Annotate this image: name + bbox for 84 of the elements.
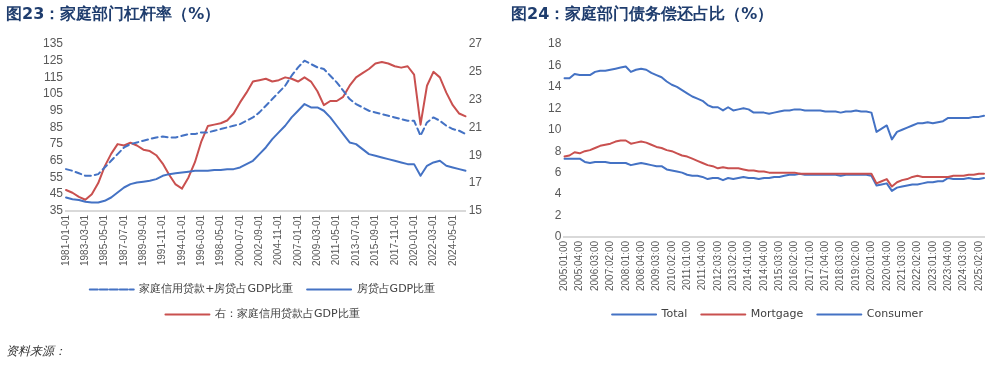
y-tick-label: 14: [547, 79, 562, 94]
x-tick-label: 1994-01-01: [175, 214, 187, 266]
x-tick-label: 2022-03-01: [427, 214, 439, 266]
x-tick-label: 2004-11-01: [272, 214, 284, 266]
y-tick-label: 85: [49, 119, 64, 134]
x-tick-label: 2015-09-01: [369, 214, 381, 266]
x-tick-label: 2008:04:00: [634, 240, 646, 292]
y-tick-label: 10: [547, 122, 562, 137]
chart-title: 图24：家庭部门债务偿还占比（%）: [511, 4, 774, 25]
x-tick-label: 2019:02:00: [849, 240, 861, 292]
x-tick-label: 2017:04:00: [819, 240, 831, 292]
y2-tick-label: 25: [468, 64, 483, 79]
y-tick-label: 75: [49, 136, 64, 151]
chart-title: 图23：家庭部门杠杆率（%）: [6, 4, 221, 25]
x-tick-label: 1996-03-01: [195, 214, 207, 266]
x-tick-label: 2005:01:00: [558, 240, 570, 292]
y-tick-label: 125: [42, 53, 64, 67]
line-series: [65, 59, 467, 177]
y-tick-label: 2: [554, 207, 562, 222]
x-tick-label: 2024-05-01: [446, 214, 458, 266]
x-tick-label: 1987-07-01: [117, 214, 129, 266]
x-tick-label: 2013-07-01: [349, 214, 361, 266]
x-tick-label: 2021:03:00: [895, 240, 907, 292]
y-tick-label: 4: [554, 186, 562, 201]
y-tick-label: 55: [49, 169, 64, 184]
x-tick-label: 2014:04:00: [757, 240, 769, 292]
y2-tick-label: 19: [468, 147, 483, 162]
x-tick-label: 2007:02:00: [604, 240, 616, 292]
y-tick-label: 18: [547, 36, 562, 51]
x-tick-label: 2014:01:00: [742, 240, 754, 292]
y2-tick-label: 21: [468, 119, 483, 134]
x-tick-label: 1998-05-01: [214, 214, 226, 266]
x-tick-label: 1989-09-01: [137, 214, 149, 266]
legend-label: 房贷占GDP比重: [356, 282, 436, 296]
x-tick-label: 2013:02:00: [726, 240, 738, 292]
x-tick-label: 1991-11-01: [156, 214, 168, 266]
x-tick-label: 2020-01-01: [407, 214, 419, 266]
y-tick-label: 12: [547, 100, 562, 115]
y-tick-label: 135: [42, 36, 64, 51]
y-tick-label: 8: [554, 143, 562, 158]
x-tick-label: 2009:03:00: [650, 240, 662, 292]
x-tick-label: 1983-03-01: [79, 214, 91, 266]
y-tick-label: 65: [49, 153, 64, 168]
legend-label: Consumer: [866, 307, 924, 321]
y-tick-label: 6: [554, 164, 562, 179]
x-tick-label: 2011-05-01: [330, 214, 342, 266]
y2-tick-label: 23: [468, 91, 483, 106]
x-tick-label: 2000-07-01: [233, 214, 245, 266]
text: 资料来源：: [6, 343, 66, 360]
x-tick-label: 2009-03-01: [311, 214, 323, 266]
x-tick-label: 2011:01:00: [680, 240, 692, 291]
x-tick-label: 2024:03:00: [957, 240, 969, 292]
y-tick-label: 105: [42, 86, 64, 101]
y-tick-label: 16: [547, 57, 562, 72]
y2-tick-label: 15: [468, 203, 483, 218]
y-tick-label: 45: [49, 186, 64, 201]
x-tick-label: 2025:02:00: [972, 240, 984, 292]
x-tick-label: 2005:04:00: [573, 240, 585, 292]
legend-label: 右：家庭信用贷款占GDP比重: [214, 307, 360, 321]
x-tick-label: 2007-01-01: [291, 214, 303, 266]
y-tick-label: 115: [43, 69, 64, 84]
x-tick-label: 2012:03:00: [711, 240, 723, 292]
x-tick-label: 2020:01:00: [865, 240, 877, 292]
x-tick-label: 2016:02:00: [788, 240, 800, 292]
x-tick-label: 2015:03:00: [773, 240, 785, 292]
y2-tick-label: 27: [468, 36, 483, 51]
x-tick-label: 2010:02:00: [665, 240, 677, 292]
x-tick-label: 2002-09-01: [253, 214, 265, 266]
y-tick-label: 95: [49, 103, 64, 118]
x-tick-label: 2017:01:00: [803, 240, 815, 292]
x-tick-label: 1985-05-01: [98, 214, 110, 266]
x-tick-label: 2008:01:00: [619, 240, 631, 292]
x-tick-label: 2022:02:00: [911, 240, 923, 292]
x-tick-label: 2017-11-01: [388, 214, 400, 266]
x-tick-label: 2011:04:00: [696, 240, 708, 291]
legend-label: Total: [660, 307, 688, 321]
legend-label: Mortgage: [750, 307, 804, 321]
x-tick-label: 2020:04:00: [880, 240, 892, 292]
x-tick-label: 2023:04:00: [941, 240, 953, 292]
y2-tick-label: 17: [468, 175, 483, 190]
x-tick-label: 2023:01:00: [926, 240, 938, 292]
legend-label: 家庭信用贷款+房贷占GDP比重: [139, 282, 294, 296]
x-tick-label: 2018:03:00: [834, 240, 846, 292]
x-tick-label: 2006:03:00: [588, 240, 600, 292]
